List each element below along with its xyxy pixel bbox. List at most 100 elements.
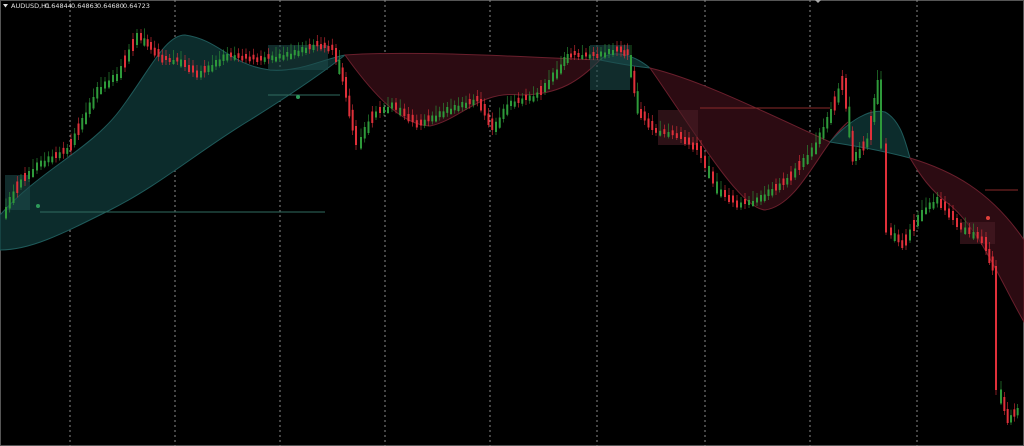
- candle-body: [893, 233, 896, 241]
- candle-body: [351, 109, 354, 131]
- candle-body: [560, 64, 562, 74]
- zone-box: [658, 110, 698, 145]
- candle-body: [335, 48, 337, 62]
- zone-box: [268, 45, 328, 70]
- candle-body: [66, 148, 69, 154]
- candle-body: [880, 79, 882, 149]
- candle-body: [988, 249, 991, 263]
- candle-body: [991, 256, 994, 271]
- candle-body: [778, 183, 781, 190]
- candle-body: [438, 111, 441, 118]
- candle-body: [367, 121, 370, 133]
- candle-body: [233, 55, 236, 60]
- candle-body: [184, 60, 186, 67]
- candle-body: [1016, 408, 1019, 416]
- candle-body: [153, 47, 156, 56]
- candle-body: [905, 234, 907, 246]
- candle-body: [760, 195, 762, 202]
- candle-body: [230, 52, 232, 58]
- candle-body: [925, 207, 927, 214]
- candle-body: [732, 195, 734, 203]
- menu-arrow[interactable]: [3, 4, 8, 8]
- candle-body: [521, 98, 524, 104]
- candle-body: [498, 117, 501, 128]
- candle-body: [756, 197, 758, 203]
- candle-body: [104, 81, 106, 89]
- candle-body: [40, 160, 42, 167]
- low-price: 0.64680: [97, 2, 124, 10]
- candle-body: [740, 202, 742, 208]
- candle-body: [483, 104, 486, 116]
- candle-body: [360, 137, 362, 149]
- candle-body: [16, 181, 19, 193]
- candle-body: [948, 208, 950, 218]
- candle-body: [592, 52, 595, 56]
- candle-body: [132, 39, 134, 51]
- candle-body: [775, 184, 777, 191]
- high-price: 0.64863: [71, 2, 98, 10]
- candle-body: [248, 56, 251, 62]
- candle-body: [12, 191, 15, 203]
- candle-body: [420, 119, 422, 126]
- candle-body: [573, 51, 576, 55]
- candle-body: [472, 99, 475, 105]
- candle-body: [566, 54, 569, 63]
- candle-body: [570, 53, 572, 58]
- candle-body: [659, 130, 662, 136]
- candle-body: [226, 54, 229, 61]
- candle-body: [636, 91, 639, 114]
- candle-body: [275, 56, 277, 62]
- candle-body: [1000, 389, 1002, 404]
- candle-body: [427, 115, 430, 122]
- candle-body: [77, 123, 80, 135]
- candle-body: [506, 104, 509, 115]
- candle-body: [980, 236, 983, 243]
- candle-body: [708, 166, 710, 178]
- candle-body: [1003, 397, 1006, 411]
- open-price: 0.64844: [45, 2, 72, 10]
- candle-body: [70, 139, 72, 151]
- candle-body: [909, 229, 911, 241]
- candle-body: [968, 227, 971, 234]
- candle-body: [608, 49, 610, 54]
- candle-body: [168, 58, 171, 62]
- price-bars: [5, 28, 1019, 425]
- candle-body: [901, 240, 904, 248]
- candle-body: [252, 54, 255, 60]
- candle-body: [1013, 409, 1016, 417]
- candle-body: [802, 158, 805, 167]
- candle-body: [465, 102, 467, 108]
- candle-body: [502, 108, 505, 119]
- candle-body: [150, 42, 152, 50]
- candle-body: [128, 49, 130, 62]
- candle-body: [845, 78, 847, 109]
- candle-body: [468, 99, 471, 105]
- candle-body: [728, 195, 730, 202]
- candle-body: [457, 105, 460, 111]
- candle-body: [684, 137, 686, 144]
- candle-body: [600, 51, 602, 57]
- candle-body: [815, 142, 817, 154]
- candle-body: [403, 108, 406, 116]
- candle-body: [1006, 409, 1009, 423]
- candle-body: [241, 55, 244, 61]
- candle-body: [237, 53, 240, 58]
- candle-body: [260, 55, 262, 61]
- candle-body: [446, 107, 449, 113]
- candle-body: [688, 137, 690, 145]
- signal-dot: [296, 95, 300, 99]
- candle-body: [790, 171, 792, 181]
- candle-body: [525, 94, 527, 100]
- candle-body: [345, 77, 347, 98]
- candle-body: [222, 54, 225, 61]
- candle-body: [341, 67, 344, 82]
- candle-body: [263, 57, 266, 62]
- candle-body: [203, 66, 206, 73]
- candle-body: [700, 146, 702, 158]
- candle-body: [188, 65, 190, 72]
- shift-marker[interactable]: [815, 0, 821, 3]
- candle-body: [124, 55, 126, 68]
- candle-body: [744, 199, 746, 204]
- signal-dot: [36, 204, 40, 208]
